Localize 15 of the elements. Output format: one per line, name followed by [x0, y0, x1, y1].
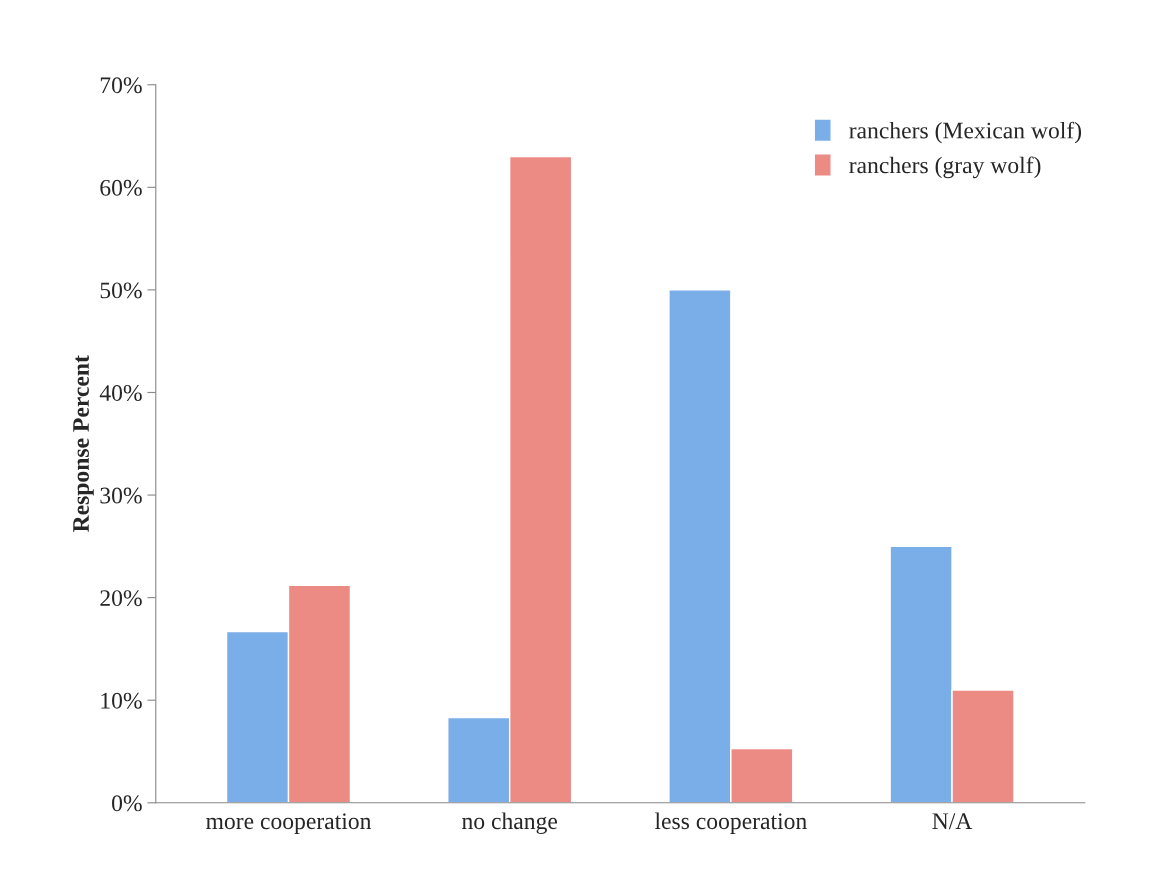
y-tick-label: 70%: [100, 77, 142, 94]
y-tick-label: 60%: [100, 179, 142, 196]
x-tick-label: no change: [462, 812, 558, 834]
y-tick-label: 40%: [99, 384, 142, 401]
y-tick-label: 50%: [100, 282, 142, 299]
legend-label: ranchers (gray wolf): [849, 156, 1041, 179]
y-tick-label: 0%: [112, 795, 142, 812]
x-tick-label: N/A: [932, 813, 973, 830]
x-tick-label: less cooperation: [654, 812, 807, 834]
legend-label: ranchers (Mexican wolf): [849, 121, 1082, 144]
y-tick-label: 10%: [101, 692, 142, 709]
x-tick-label: more cooperation: [206, 813, 372, 834]
y-tick-label: 20%: [100, 590, 142, 607]
y-tick-label: 30%: [100, 487, 142, 504]
y-axis-title: Response Percent: [73, 355, 94, 533]
